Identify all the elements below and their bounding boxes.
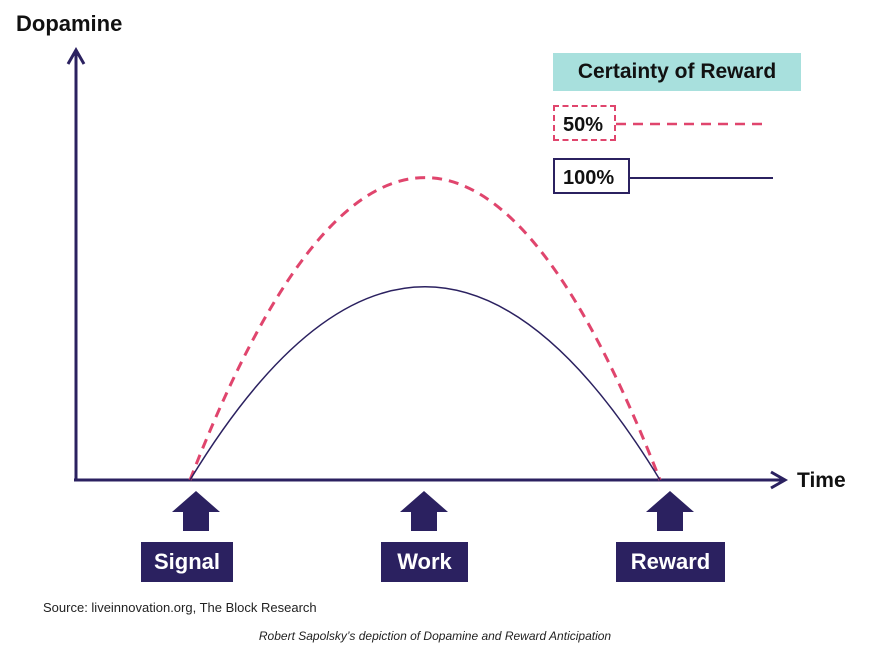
signal-arrow-icon: [172, 491, 220, 531]
legend-50-box: 50%: [553, 105, 616, 141]
y-axis-label: Dopamine: [16, 11, 122, 36]
legend-title: Certainty of Reward: [553, 53, 801, 91]
work-label: Work: [381, 542, 468, 582]
series-100-curve: [189, 286, 661, 481]
source-text: Source: liveinnovation.org, The Block Re…: [43, 600, 317, 615]
y-axis-arrow: [66, 46, 86, 65]
legend-100-box: 100%: [553, 158, 630, 194]
x-axis-label: Time: [797, 469, 846, 492]
caption-text: Robert Sapolsky’s depiction of Dopamine …: [258, 629, 612, 643]
reward-label: Reward: [616, 542, 725, 582]
reward-arrow-icon: [646, 491, 694, 531]
signal-label: Signal: [141, 542, 233, 582]
x-axis-arrow: [770, 470, 789, 490]
work-arrow-icon: [400, 491, 448, 531]
series-50-curve: [188, 176, 662, 481]
